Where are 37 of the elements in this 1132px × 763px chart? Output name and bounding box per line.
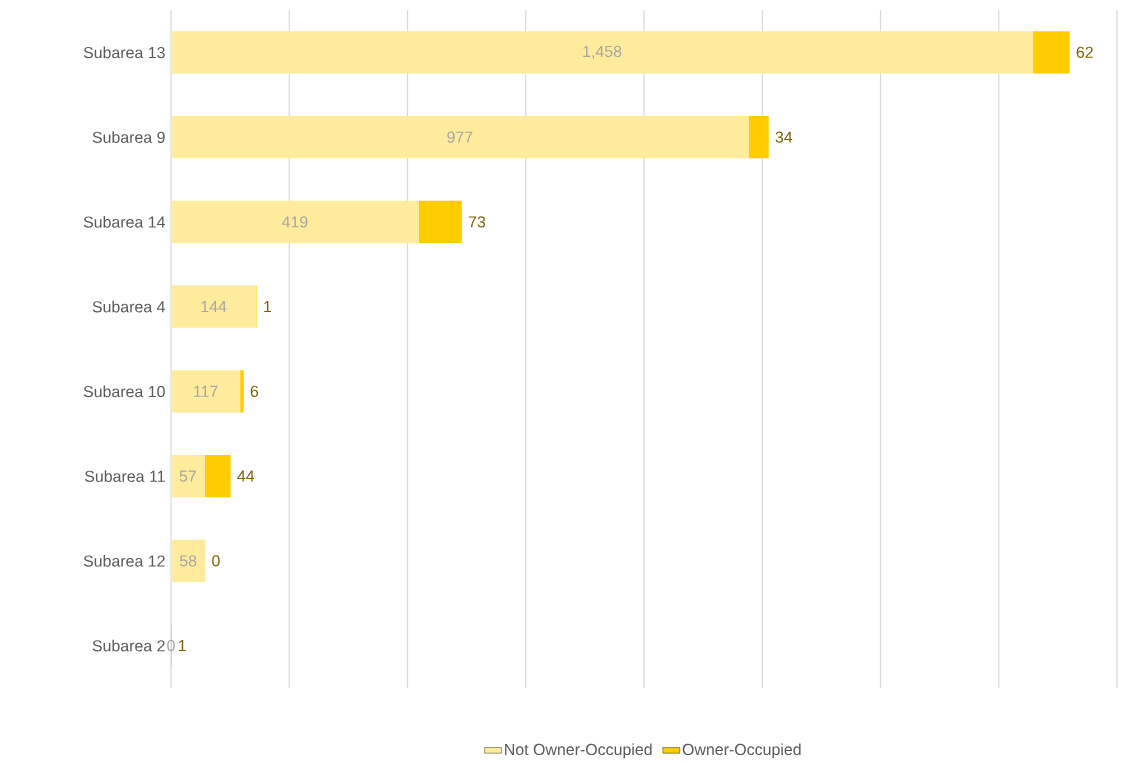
y-tick-label: Subarea 14	[83, 216, 165, 228]
data-label: 62	[1076, 46, 1093, 58]
data-label: 144	[201, 301, 227, 313]
data-label: 977	[447, 131, 473, 143]
bar	[240, 370, 244, 413]
y-tick-label: Subarea 13	[83, 46, 165, 59]
bar	[418, 200, 462, 244]
data-label: 44	[237, 470, 255, 482]
bar	[748, 115, 769, 159]
data-label: 73	[468, 216, 486, 228]
data-label: 6	[250, 385, 259, 397]
legend-label: Not Owner-Occupied	[505, 743, 652, 759]
data-label: 1,458	[583, 45, 622, 59]
bar	[1033, 31, 1070, 74]
bar	[171, 115, 749, 159]
legend-label: Owner-Occupied	[682, 743, 801, 759]
y-tick-label: Subarea 11	[84, 470, 165, 482]
data-label: 1	[264, 301, 272, 313]
data-label: 1	[179, 640, 186, 652]
data-label: 58	[179, 555, 197, 567]
y-tick-label: Subarea 2	[92, 639, 165, 652]
y-tick-label: Subarea 4	[92, 300, 165, 313]
bar	[204, 454, 231, 498]
bar	[171, 370, 241, 413]
data-label: 57	[179, 470, 196, 482]
bar	[171, 454, 205, 498]
bar	[171, 539, 206, 583]
y-tick-label: Subarea 12	[83, 555, 165, 567]
data-label: 117	[194, 385, 218, 397]
bar	[171, 31, 1034, 74]
data-label: 34	[775, 131, 793, 143]
data-label: 419	[281, 216, 308, 228]
bar	[171, 285, 257, 328]
data-label: 0	[212, 555, 220, 567]
bar	[171, 200, 419, 244]
y-tick-label: Subarea 10	[83, 385, 165, 398]
y-tick-label: Subarea 9	[92, 131, 165, 143]
